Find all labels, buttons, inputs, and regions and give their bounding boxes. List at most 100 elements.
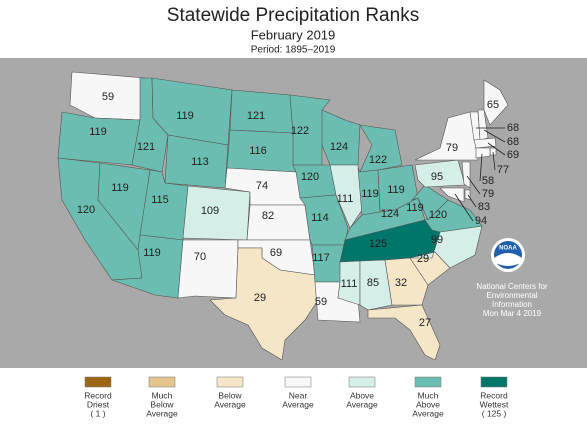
map-title: Statewide Precipitation Ranks — [167, 5, 419, 26]
state-rank: 119 — [143, 247, 161, 259]
state-rank: 83 — [478, 201, 490, 213]
state-rank: 119 — [89, 126, 107, 138]
legend-label: Below — [218, 390, 242, 400]
state-rank: 121 — [137, 141, 155, 153]
state-rank: 119 — [387, 184, 405, 196]
legend-label: Record — [480, 390, 508, 400]
state-rank: 29 — [254, 292, 266, 304]
state-rank: 94 — [475, 215, 487, 227]
state-rank: 111 — [337, 193, 354, 205]
legend-swatch — [148, 376, 176, 388]
credit-line: Environmental — [486, 291, 537, 300]
state — [483, 79, 509, 126]
legend-swatch — [84, 376, 112, 388]
state — [177, 239, 239, 299]
credit-line: Information — [492, 300, 532, 309]
credit: National Centers forEnvironmentalInforma… — [476, 282, 547, 318]
state-rank: 74 — [256, 180, 268, 192]
state-rank: 68 — [507, 122, 519, 134]
legend-label: Average — [412, 408, 444, 418]
state-rank: 119 — [406, 202, 424, 214]
leader-line — [492, 151, 496, 171]
state — [337, 260, 361, 306]
legend-label: Near — [289, 390, 308, 400]
noaa-logo: NOAA — [491, 238, 525, 272]
state-rank: 69 — [270, 247, 282, 259]
legend-label: Above — [416, 399, 440, 409]
state-rank: 122 — [291, 125, 309, 137]
legend-label: ( 125 ) — [482, 408, 507, 418]
leader-line — [487, 142, 506, 156]
state-rank: 114 — [311, 212, 329, 224]
state-rank: 117 — [312, 252, 330, 264]
state-rank: 27 — [419, 317, 431, 329]
credit-line: National Centers for — [476, 282, 547, 291]
legend-label: Average — [346, 399, 378, 409]
state-rank: 125 — [369, 238, 387, 250]
legend-swatch — [480, 376, 508, 388]
logo-text: NOAA — [499, 246, 517, 252]
state-rank: 120 — [77, 204, 95, 216]
state-rank: 124 — [381, 208, 399, 220]
state-rank: 69 — [507, 149, 519, 161]
state-rank: 121 — [247, 110, 265, 122]
legend-label: Driest — [87, 399, 110, 409]
state-rank: 79 — [482, 188, 494, 200]
legend-swatch — [216, 376, 244, 388]
leader-line — [466, 175, 481, 195]
states-layer: 59 119 120 119 121 119 113 115 119 109 70 121 116 74 8… — [57, 71, 519, 361]
legend-label: Average — [146, 408, 178, 418]
legend-label: Average — [282, 399, 314, 409]
state-rank: 122 — [369, 154, 387, 166]
state-rank: 119 — [176, 110, 194, 122]
leader-line — [479, 153, 483, 182]
state-rank: 124 — [330, 141, 348, 153]
state-rank: 120 — [429, 209, 447, 221]
state-rank: 29 — [417, 253, 429, 265]
legend-label: Below — [150, 399, 174, 409]
map-subtitle: February 2019 — [251, 27, 336, 42]
state-rank: 109 — [201, 205, 219, 217]
state-rank: 119 — [111, 182, 129, 194]
legend-swatch — [348, 376, 376, 388]
state-rank: 111 — [341, 278, 358, 290]
state — [384, 257, 429, 306]
legend-label: Average — [214, 399, 246, 409]
state — [414, 159, 466, 188]
state-rank: 115 — [151, 194, 169, 206]
legend-label: Much — [418, 390, 439, 400]
state — [409, 225, 483, 269]
state — [475, 147, 491, 159]
legend-label: Above — [350, 390, 374, 400]
state-rank: 113 — [191, 156, 209, 168]
state-rank: 85 — [367, 277, 379, 289]
map-period: Period: 1895–2019 — [251, 45, 336, 56]
state-rank: 32 — [395, 277, 407, 289]
state-rank: 116 — [249, 145, 267, 157]
state-rank: 70 — [194, 251, 206, 263]
leader-line — [483, 129, 506, 143]
state-rank: 59 — [102, 91, 114, 103]
state — [359, 259, 393, 311]
state-rank: 65 — [487, 99, 499, 111]
state — [461, 161, 471, 189]
state — [367, 304, 441, 361]
state — [329, 164, 363, 229]
state-rank: 120 — [301, 171, 319, 183]
leader-line — [467, 194, 477, 208]
state — [473, 137, 497, 149]
state — [464, 189, 471, 201]
state — [246, 204, 311, 241]
legend-swatch — [414, 376, 442, 388]
legend-label: Record — [84, 390, 112, 400]
state-rank: 68 — [507, 136, 519, 148]
state-rank: 59 — [315, 296, 327, 308]
state — [477, 109, 489, 141]
state-rank: 95 — [431, 171, 443, 183]
legend-swatch — [284, 376, 312, 388]
legend-label: Wettest — [480, 399, 509, 409]
state-rank: 77 — [497, 164, 509, 176]
state-rank: 58 — [482, 175, 494, 187]
